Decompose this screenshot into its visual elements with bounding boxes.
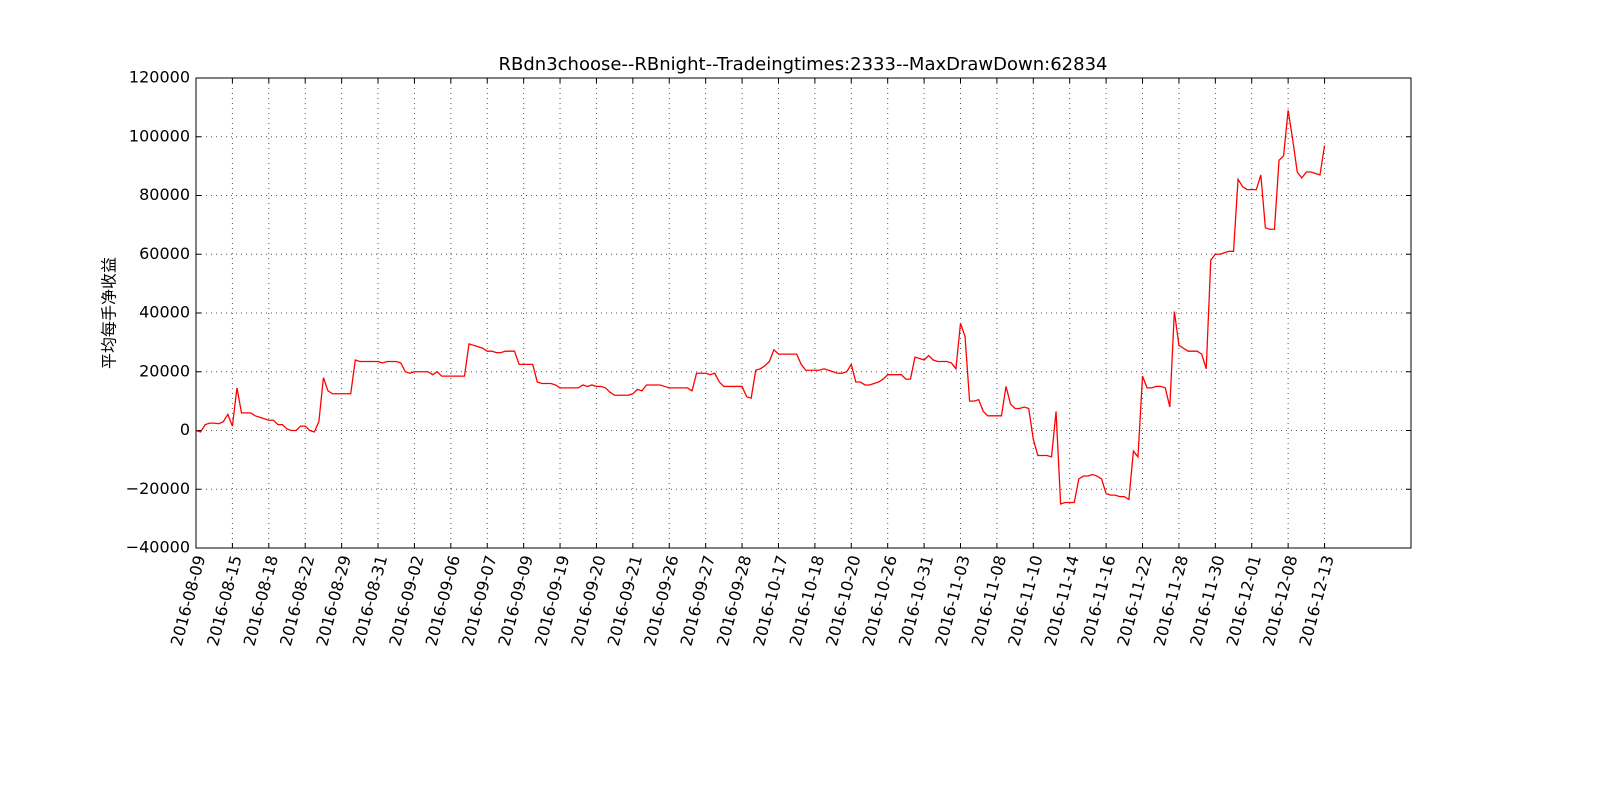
y-tick-label: −20000	[126, 479, 190, 498]
y-tick-label: 0	[180, 420, 190, 439]
plot-frame	[195, 77, 1412, 549]
chart-title: RBdn3choose--RBnight--Tradeingtimes:2333…	[499, 54, 1108, 75]
y-tick-label: 120000	[129, 68, 190, 87]
y-tick-label: 100000	[129, 126, 190, 145]
y-axis-label: 平均每手净收益	[100, 257, 119, 369]
y-tick-label: −40000	[126, 538, 190, 557]
y-tick-label: 40000	[139, 303, 190, 322]
y-tick-label: 20000	[139, 361, 190, 380]
data-line	[195, 110, 1326, 505]
y-tick-label: 60000	[139, 244, 190, 263]
y-tick-label: 80000	[139, 185, 190, 204]
